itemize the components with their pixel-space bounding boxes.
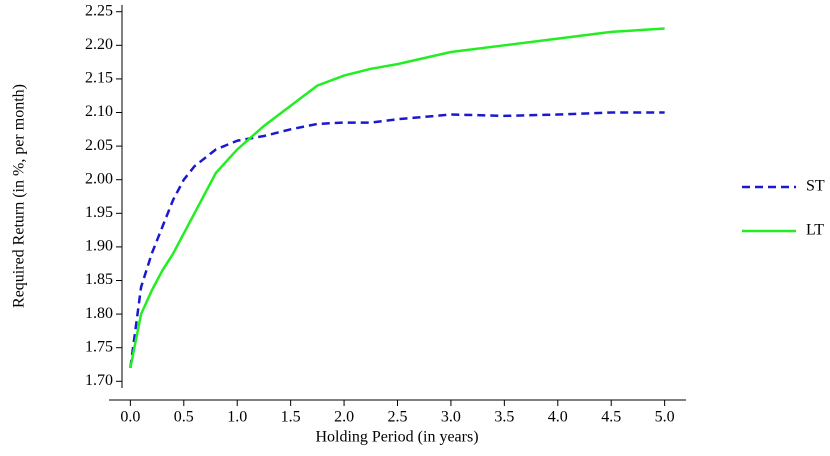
y-tick-label: 2.10 <box>85 103 113 120</box>
y-tick-label: 1.85 <box>85 271 113 288</box>
x-tick-label: 3.5 <box>494 409 514 426</box>
series-line <box>129 27 665 369</box>
x-tick-label: 4.0 <box>548 409 568 426</box>
x-tick-label: 2.0 <box>334 409 354 426</box>
x-axis-label: Holding Period (in years) <box>315 429 478 446</box>
y-tick-label: 1.90 <box>85 238 113 255</box>
x-tick-label: 1.5 <box>281 409 301 426</box>
x-tick-label: 3.0 <box>441 409 461 426</box>
y-tick-label: 2.15 <box>85 70 113 87</box>
legend-label: LT <box>806 222 824 239</box>
y-tick-label: 1.75 <box>85 338 113 355</box>
y-tick-label: 1.95 <box>85 204 113 221</box>
y-tick-label: 1.70 <box>85 372 113 389</box>
y-tick-label: 2.05 <box>85 137 113 154</box>
y-tick-label: 2.00 <box>85 170 113 187</box>
y-tick-label: 1.80 <box>85 305 113 322</box>
y-tick-label: 2.25 <box>85 2 113 19</box>
x-tick-label: 1.0 <box>227 409 247 426</box>
y-tick-label: 2.20 <box>85 36 113 53</box>
x-tick-label: 0.0 <box>120 409 140 426</box>
x-tick-label: 2.5 <box>388 409 408 426</box>
legend-label: ST <box>806 178 825 195</box>
x-tick-label: 5.0 <box>655 409 675 426</box>
y-axis-label: Required Return (in %, per month) <box>11 84 28 308</box>
x-tick-label: 0.5 <box>174 409 194 426</box>
x-tick-label: 4.5 <box>601 409 621 426</box>
series-line <box>129 111 665 369</box>
